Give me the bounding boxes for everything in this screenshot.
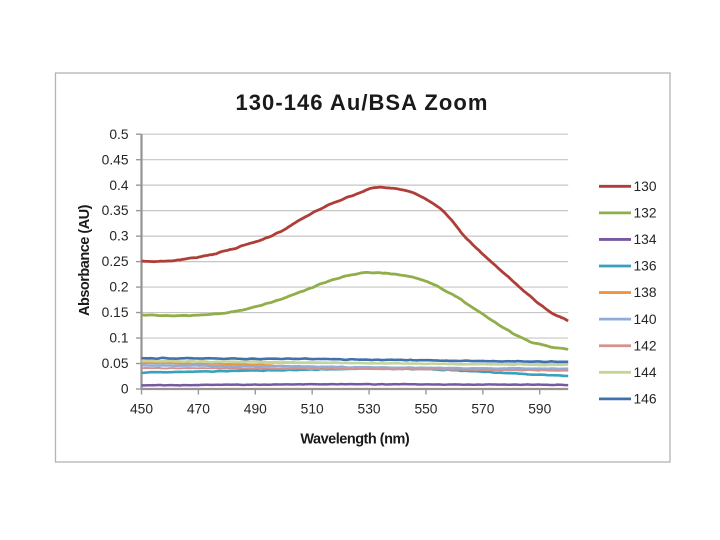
svg-text:0.2: 0.2 — [109, 280, 128, 295]
svg-text:0.3: 0.3 — [109, 229, 129, 244]
svg-text:140: 140 — [634, 312, 657, 327]
svg-text:144: 144 — [634, 365, 657, 380]
svg-text:490: 490 — [244, 402, 267, 417]
svg-text:132: 132 — [634, 205, 657, 220]
svg-text:570: 570 — [471, 402, 494, 417]
svg-text:136: 136 — [634, 259, 657, 274]
svg-text:0.15: 0.15 — [102, 305, 129, 320]
svg-text:550: 550 — [414, 402, 437, 417]
svg-text:138: 138 — [634, 285, 657, 300]
svg-text:Absorbance (AU): Absorbance (AU) — [77, 204, 93, 316]
svg-text:0.25: 0.25 — [102, 254, 129, 269]
svg-text:Wavelength (nm): Wavelength (nm) — [300, 432, 409, 448]
svg-text:134: 134 — [634, 232, 657, 247]
svg-text:470: 470 — [187, 402, 210, 417]
svg-text:590: 590 — [528, 402, 551, 417]
svg-text:0.1: 0.1 — [109, 331, 128, 346]
svg-text:0.4: 0.4 — [109, 178, 129, 193]
svg-text:450: 450 — [130, 402, 153, 417]
svg-text:0.45: 0.45 — [102, 152, 129, 167]
svg-text:510: 510 — [301, 402, 324, 417]
svg-text:0.05: 0.05 — [102, 356, 129, 371]
svg-text:0.35: 0.35 — [102, 203, 129, 218]
svg-text:146: 146 — [634, 391, 657, 406]
svg-text:0: 0 — [121, 382, 129, 397]
svg-text:142: 142 — [634, 338, 657, 353]
svg-text:0.5: 0.5 — [109, 127, 129, 142]
svg-text:130-146 Au/BSA Zoom: 130-146 Au/BSA Zoom — [235, 90, 488, 115]
svg-text:530: 530 — [358, 402, 381, 417]
svg-text:130: 130 — [634, 179, 657, 194]
